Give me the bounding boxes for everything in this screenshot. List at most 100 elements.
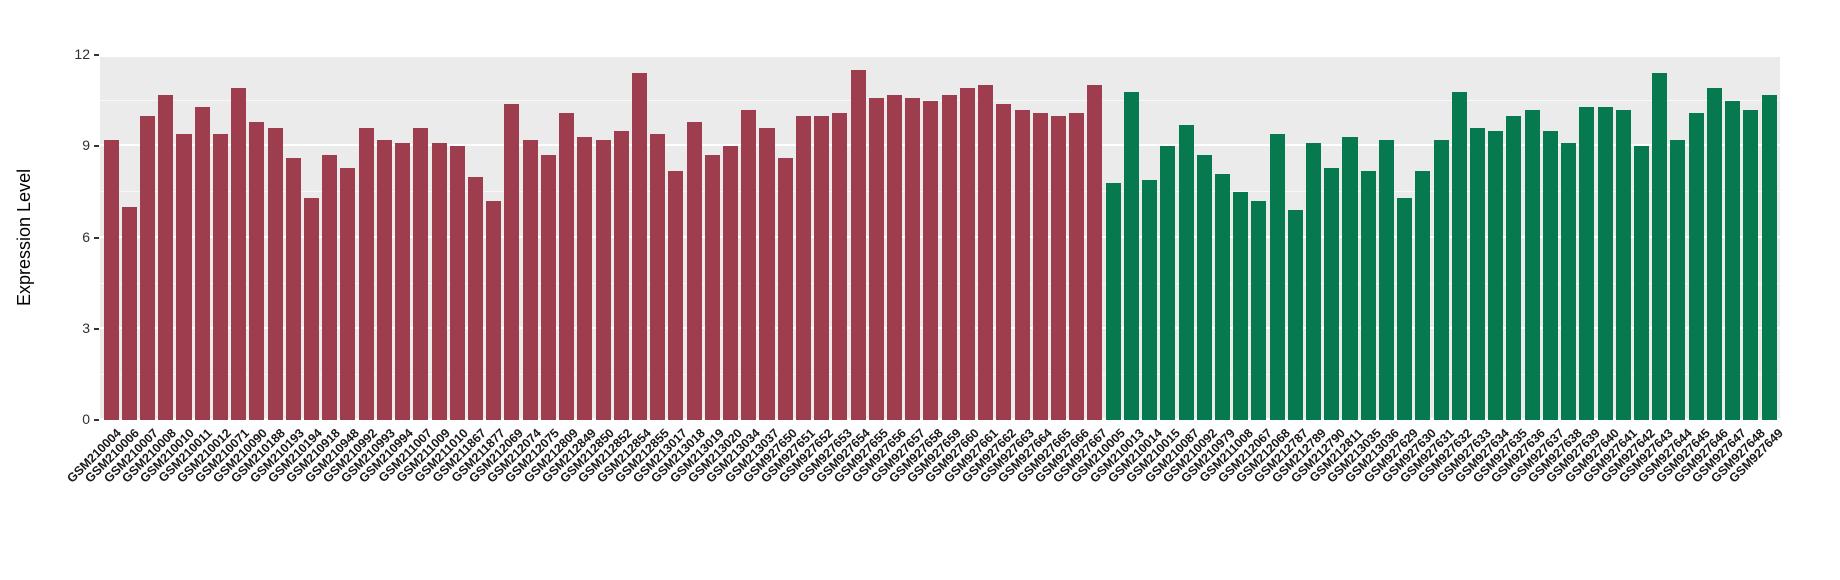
bar-GSM210004 [103,140,119,420]
bar-GSM210008 [158,94,174,420]
bar-GSM927648 [1743,109,1759,420]
bar-GSM210948 [340,167,356,420]
bar-GSM927646 [1706,88,1722,420]
bar-GSM927654 [850,70,866,420]
bar-GSM213019 [704,155,720,420]
bar-GSM212789 [1306,143,1322,420]
y-tick-mark [94,236,99,239]
bar-GSM213018 [686,121,702,420]
bar-GSM212811 [1342,137,1358,420]
bar-GSM927644 [1670,140,1686,420]
bar-GSM210993 [376,140,392,420]
bar-GSM210992 [358,128,374,420]
bar-GSM212849 [577,137,593,420]
y-axis-title: Expression Level [14,168,34,306]
bar-GSM927665 [1050,115,1066,420]
bar-GSM210010 [176,134,192,420]
bar-GSM210092 [1196,155,1212,420]
bar-GSM211867 [467,176,483,420]
bar-GSM927667 [1087,85,1103,420]
bar-GSM212850 [595,140,611,420]
y-tick-mark [94,54,99,56]
bar-GSM212075 [540,155,556,420]
bar-GSM211007 [413,128,429,420]
major-gridline [100,55,1780,57]
bar-GSM927640 [1597,106,1613,420]
bar-GSM210015 [1160,146,1176,420]
bar-GSM210005 [1105,182,1121,420]
bar-GSM210006 [121,207,137,420]
bar-GSM927632 [1451,91,1467,420]
bar-GSM927647 [1725,100,1741,420]
bar-GSM927653 [832,112,848,420]
bar-GSM927643 [1652,73,1668,420]
bar-GSM213020 [723,146,739,420]
y-tick-label: 0 [82,411,90,427]
bar-GSM927634 [1488,131,1504,420]
bar-GSM927663 [1014,109,1030,420]
bar-GSM927649 [1761,94,1777,420]
y-tick-mark [94,327,99,330]
bar-GSM210994 [395,143,411,420]
bar-GSM927650 [777,158,793,420]
bar-GSM213034 [741,109,757,420]
bar-GSM210918 [322,155,338,420]
bar-GSM927637 [1542,131,1558,420]
major-gridline [100,418,1780,420]
bar-GSM212074 [522,140,538,420]
bar-GSM927659 [941,94,957,420]
bar-GSM927656 [887,94,903,420]
bar-GSM927664 [1032,112,1048,420]
bars-layer [100,55,1780,420]
bar-GSM210193 [285,158,301,420]
bar-GSM213037 [759,128,775,420]
bar-GSM210188 [267,128,283,420]
bar-GSM210011 [194,106,210,420]
y-tick-label: 12 [74,46,90,62]
bar-GSM212854 [631,73,647,420]
bar-GSM210071 [231,88,247,420]
bar-GSM927631 [1433,140,1449,420]
plot-panel [100,55,1780,420]
bar-GSM927661 [978,85,994,420]
bar-GSM211009 [431,143,447,420]
minor-gridline [100,373,1780,375]
bar-GSM927657 [905,97,921,420]
bar-GSM927658 [923,100,939,420]
bar-GSM211008 [1233,191,1249,420]
bar-GSM211010 [449,146,465,420]
bar-GSM212790 [1324,167,1340,420]
major-gridline [100,235,1780,238]
bar-GSM212809 [559,112,575,420]
bar-GSM927652 [814,115,830,420]
bar-GSM210014 [1142,179,1158,420]
bar-GSM927666 [1069,112,1085,420]
minor-gridline [100,282,1780,284]
major-gridline [100,144,1780,147]
bar-GSM927629 [1397,197,1413,420]
y-tick-label: 9 [82,137,90,154]
bar-GSM213036 [1378,140,1394,420]
bar-GSM927655 [868,97,884,420]
bar-GSM212068 [1269,134,1285,420]
bar-GSM927641 [1615,109,1631,420]
bar-GSM927638 [1561,143,1577,420]
bar-GSM927635 [1506,115,1522,420]
bar-GSM927645 [1688,112,1704,420]
bar-GSM212787 [1287,210,1303,420]
bar-GSM927639 [1579,106,1595,420]
bar-GSM927660 [959,88,975,420]
bar-GSM211877 [486,201,502,420]
y-tick-label: 3 [82,319,90,336]
bar-GSM210012 [212,134,228,420]
bar-GSM210979 [1214,173,1230,420]
major-gridline [100,326,1780,329]
minor-gridline [100,191,1780,193]
bar-GSM927636 [1524,109,1540,420]
bar-GSM210090 [249,121,265,420]
bar-GSM927633 [1470,128,1486,420]
bar-GSM210194 [304,197,320,420]
bar-GSM927651 [795,115,811,420]
y-tick-mark [94,145,99,148]
